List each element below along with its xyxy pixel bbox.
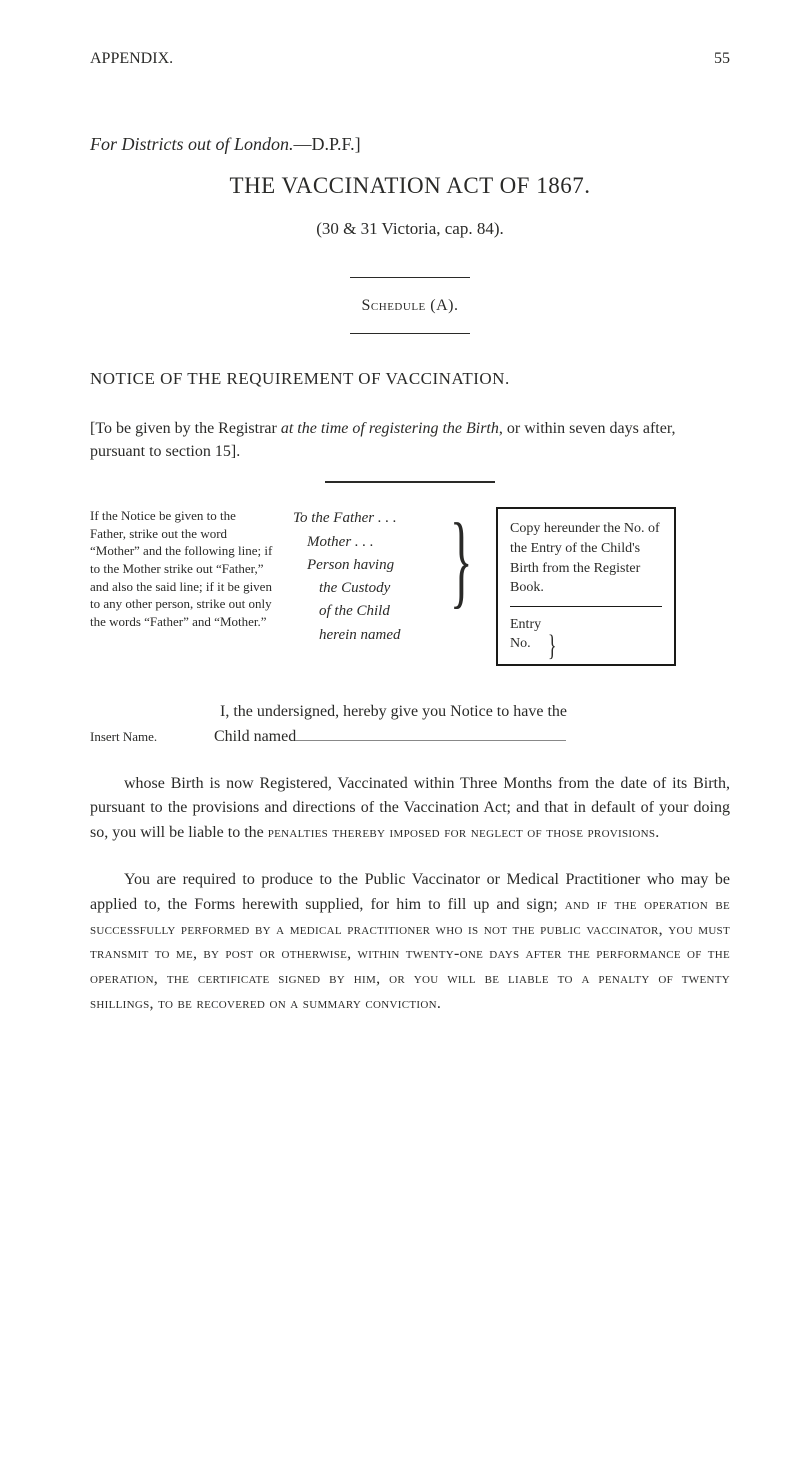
mid-l1: To the Father . . .	[293, 510, 397, 526]
p1-smallcaps: penalties thereby imposed for neglect of…	[268, 824, 660, 841]
box-no: No.	[510, 636, 531, 651]
name-blank-line	[296, 725, 566, 740]
box-entry-row: EntryNo. }	[510, 615, 662, 654]
box-divider	[510, 606, 662, 607]
tobe-italic: at the time of registering the Birth	[281, 420, 499, 437]
running-title: APPENDIX.	[90, 50, 173, 67]
districts-line: For Districts out of London.—D.P.F.]	[90, 134, 730, 155]
districts-suffix: —D.P.F.]	[294, 134, 361, 154]
curly-brace-icon: }	[449, 507, 472, 612]
box-entry: Entry	[510, 617, 541, 632]
page-number: 55	[714, 50, 730, 68]
undersigned-block: I, the undersigned, hereby give you Noti…	[90, 700, 730, 750]
rule-above-schedule	[90, 273, 730, 291]
p2-smallcaps: and if the operation be successfully per…	[90, 896, 730, 1012]
mid-l6: herein named	[293, 624, 478, 647]
addressee-block: To the Father . . . Mother . . . Person …	[293, 507, 478, 647]
running-head: APPENDIX. 55	[90, 50, 730, 74]
tobe-paragraph: [To be given by the Registrar at the tim…	[90, 417, 730, 463]
margin-sidenote: If the Notice be given to the Father, st…	[90, 507, 275, 630]
box-instruction: Copy hereunder the No. of the Entry of t…	[510, 519, 662, 597]
tobe-pre: [To be given by the Registrar	[90, 420, 281, 437]
notice-heading: NOTICE OF THE REQUIREMENT OF VACCINATION…	[90, 369, 730, 389]
entry-box: Copy hereunder the No. of the Entry of t…	[496, 507, 676, 666]
child-named: Child named	[214, 728, 296, 745]
act-title: THE VACCINATION ACT OF 1867.	[90, 173, 730, 199]
paragraph-you-are-required: You are required to produce to the Publi…	[90, 868, 730, 1017]
districts-text: For Districts out of London.	[90, 134, 294, 154]
statute-cite: (30 & 31 Victoria, cap. 84).	[90, 219, 730, 239]
schedule-label: Schedule (A).	[90, 297, 730, 315]
divider-bar	[325, 481, 495, 483]
rule-below-schedule	[90, 321, 730, 339]
i-the-line: I, the undersigned, hereby give you Noti…	[90, 700, 730, 725]
paragraph-whose-birth: whose Birth is now Registered, Vaccinate…	[90, 772, 730, 846]
three-column-block: If the Notice be given to the Father, st…	[90, 507, 730, 666]
insert-name-sidenote: Insert Name.	[90, 727, 210, 747]
